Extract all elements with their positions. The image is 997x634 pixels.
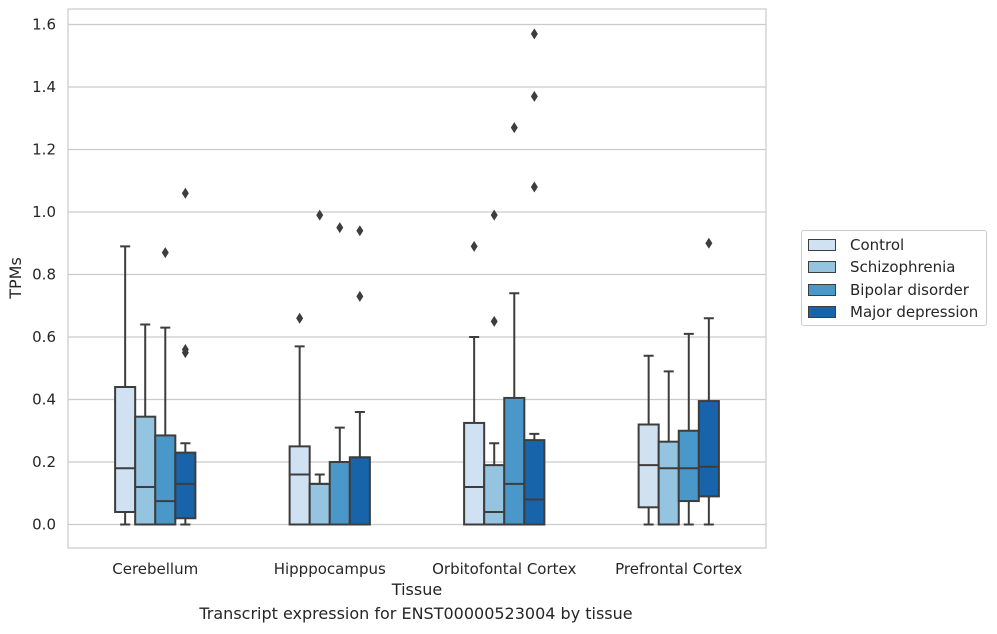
x-tick-labels: Cerebellum Hipppocampus Orbitofontal Corte… <box>112 560 742 578</box>
box-bipolar-disorder-orbitofontal-cortex-outlier <box>510 122 518 134</box>
box-control-orbitofontal-cortex-iqr <box>463 421 486 526</box>
box-major-depression-prefrontal-cortex-iqr <box>697 400 720 498</box>
box-control-orbitofontal-cortex-outlier <box>470 240 478 252</box>
box-major-depression-prefrontal-cortex <box>697 237 720 526</box>
legend-swatch-bipolar-disorder <box>808 284 836 296</box>
box-control-cerebellum <box>114 245 137 526</box>
y-tick-label: 0.2 <box>32 453 56 471</box>
y-axis-label: TPMs <box>6 257 25 300</box>
box-control-hipppocampus-outlier <box>296 312 304 324</box>
legend-swatch-major-depression <box>808 306 836 318</box>
box-major-depression-hipppocampus-outlier <box>356 225 364 237</box>
legend-label-bipolar-disorder: Bipolar disorder <box>850 281 969 299</box>
box-major-depression-orbitofontal-cortex-outlier <box>530 181 538 193</box>
box-schizophrenia-prefrontal-cortex <box>657 370 680 526</box>
box-bipolar-disorder-cerebellum <box>154 247 177 526</box>
box-major-depression-orbitofontal-cortex-outlier <box>530 28 538 40</box>
box-bipolar-disorder-hipppocampus-outlier <box>336 222 344 234</box>
box-major-depression-cerebellum-outlier <box>181 344 189 355</box>
box-major-depression-cerebellum <box>174 187 197 526</box>
box-major-depression-hipppocampus-outlier <box>356 290 364 302</box>
box-bipolar-disorder-hipppocampus-iqr <box>328 461 351 526</box>
box-bipolar-disorder-prefrontal-cortex <box>677 332 700 526</box>
y-tick-label: 0.8 <box>32 266 56 284</box>
box-schizophrenia-orbitofontal-cortex-iqr <box>483 464 506 526</box>
box-major-depression-orbitofontal-cortex-outlier <box>530 90 538 102</box>
legend-label-schizophrenia: Schizophrenia <box>850 258 956 276</box>
box-bipolar-disorder-hipppocampus <box>328 222 351 526</box>
x-axis-label: Tissue <box>391 580 442 599</box>
legend-item-control: Control <box>808 235 904 255</box>
box-schizophrenia-orbitofontal-cortex-outlier <box>490 315 498 327</box>
plot-frame <box>67 8 767 549</box>
x-tick-label: Hipppocampus <box>274 560 386 578</box>
box-major-depression-orbitofontal-cortex-iqr <box>523 439 546 526</box>
box-bipolar-disorder-prefrontal-cortex-iqr <box>677 429 700 503</box>
box-bipolar-disorder-orbitofontal-cortex <box>503 122 526 526</box>
box-control-hipppocampus <box>288 312 311 526</box>
legend-label-major-depression: Major depression <box>850 303 979 321</box>
y-tick-label: 1.0 <box>32 203 56 221</box>
box-control-prefrontal-cortex <box>637 354 660 526</box>
box-bipolar-disorder-cerebellum-outlier <box>161 247 169 259</box>
box-major-depression-prefrontal-cortex-outlier <box>705 237 713 249</box>
box-schizophrenia-hipppocampus <box>308 209 331 526</box>
box-major-depression-cerebellum-iqr <box>174 451 197 520</box>
y-tick-labels: 0.0 0.2 0.4 0.6 0.8 1.0 1.2 1.4 1.6 <box>32 16 56 534</box>
x-tick-label: Prefrontal Cortex <box>615 560 742 578</box>
x-tick-label: Cerebellum <box>112 560 198 578</box>
box-schizophrenia-hipppocampus-iqr <box>308 482 331 526</box>
boxes <box>114 28 720 526</box>
box-bipolar-disorder-cerebellum-iqr <box>154 434 177 526</box>
legend-swatch-control <box>808 239 836 251</box>
box-schizophrenia-hipppocampus-outlier <box>316 209 324 221</box>
x-tick-label: Orbitofontal Cortex <box>432 560 576 578</box>
y-tick-label: 1.6 <box>32 16 56 34</box>
box-schizophrenia-cerebellum-iqr <box>134 415 157 526</box>
box-schizophrenia-prefrontal-cortex-iqr <box>657 440 680 526</box>
box-major-depression-cerebellum-outlier <box>181 187 189 199</box>
y-tick-label: 0.4 <box>32 391 56 409</box>
box-control-hipppocampus-iqr <box>288 445 311 526</box>
y-tick-label: 1.2 <box>32 141 56 159</box>
box-major-depression-orbitofontal-cortex <box>523 28 546 526</box>
box-major-depression-hipppocampus-iqr <box>348 456 371 526</box>
box-bipolar-disorder-orbitofontal-cortex-iqr <box>503 396 526 526</box>
legend-label-control: Control <box>850 236 905 254</box>
box-control-orbitofontal-cortex <box>463 240 486 526</box>
y-tick-label: 1.4 <box>32 78 56 96</box>
y-tick-label: 0.0 <box>32 516 56 534</box>
legend-item-bipolar-disorder: Bipolar disorder <box>808 280 969 300</box>
legend-swatch-schizophrenia <box>808 261 836 273</box>
legend: Control Schizophrenia Bipolar disorder M… <box>801 230 987 326</box>
box-schizophrenia-cerebellum <box>134 323 157 526</box>
box-schizophrenia-orbitofontal-cortex-outlier <box>490 209 498 221</box>
figure-caption: Transcript expression for ENST0000052300… <box>199 604 633 623</box>
box-major-depression-hipppocampus <box>348 225 371 526</box>
box-schizophrenia-orbitofontal-cortex <box>483 209 506 526</box>
box-control-cerebellum-iqr <box>114 386 137 513</box>
legend-item-major-depression: Major depression <box>808 302 978 322</box>
y-tick-label: 0.6 <box>32 328 56 346</box>
legend-item-schizophrenia: Schizophrenia <box>808 257 955 277</box>
